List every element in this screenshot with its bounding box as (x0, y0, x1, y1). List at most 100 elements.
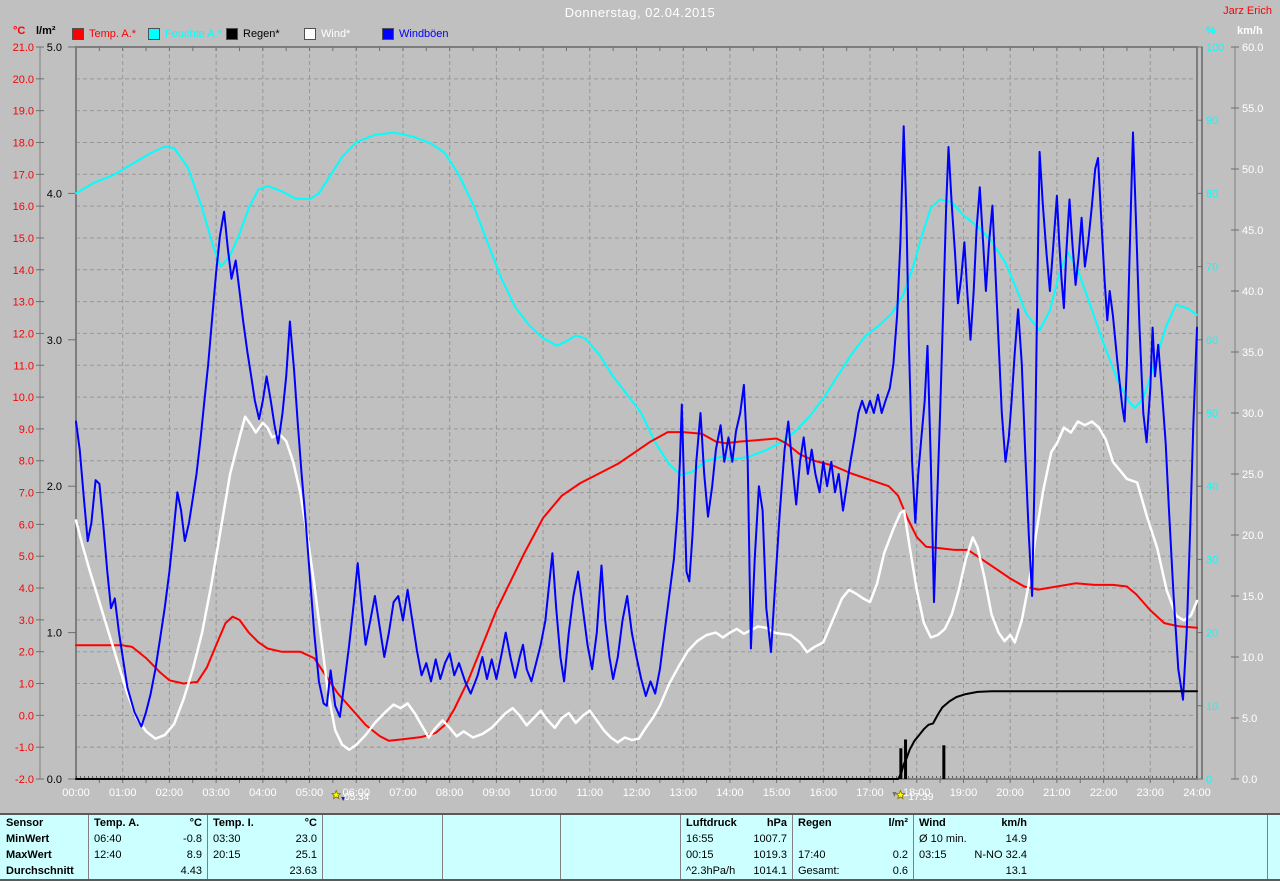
svg-text:04:00: 04:00 (249, 787, 277, 799)
cell: 03:30 (213, 833, 241, 845)
legend-label: Regen* (243, 28, 280, 40)
svg-text:07:00: 07:00 (389, 787, 417, 799)
svg-text:0.0: 0.0 (47, 774, 62, 786)
table-row-label: Sensor (6, 817, 44, 829)
svg-text:05:34: 05:34 (344, 792, 369, 803)
weather-chart: 21.0 20.0 19.0 18.0 17.0 16.0 15.0 14.0 13.0 12.0… (13, 42, 1264, 803)
svg-text:15:00: 15:00 (763, 787, 791, 799)
cell: 25.1 (295, 849, 317, 861)
cell: ^2.3hPa/h (686, 865, 736, 877)
svg-text:3.0: 3.0 (19, 615, 34, 627)
svg-text:05:00: 05:00 (296, 787, 324, 799)
column-header: Temp. A. (94, 817, 140, 829)
wind-series-swatch-icon (304, 28, 316, 40)
column-header: Luftdruck (686, 817, 737, 829)
svg-text:13:00: 13:00 (669, 787, 697, 799)
svg-text:30.0: 30.0 (1242, 408, 1263, 420)
cell: 06:40 (94, 833, 122, 845)
svg-text:70: 70 (1206, 262, 1218, 274)
svg-text:02:00: 02:00 (156, 787, 184, 799)
svg-text:0: 0 (1206, 774, 1212, 786)
legend-label: Wind* (321, 28, 351, 40)
column-unit: l/m² (888, 817, 908, 829)
column-header: Wind (919, 817, 946, 829)
svg-text:-2.0: -2.0 (15, 774, 34, 786)
svg-text:03:00: 03:00 (202, 787, 230, 799)
svg-text:18.0: 18.0 (13, 137, 34, 149)
sunrise-marker: 05:34 (330, 789, 370, 803)
svg-text:20:00: 20:00 (996, 787, 1024, 799)
cell: Gesamt: (798, 865, 840, 877)
svg-text:2.0: 2.0 (47, 481, 62, 493)
column-header: Temp. I. (213, 817, 254, 829)
svg-text:11.0: 11.0 (13, 360, 34, 372)
rain-bars (899, 739, 946, 779)
svg-text:12:00: 12:00 (623, 787, 651, 799)
svg-text:00:00: 00:00 (62, 787, 90, 799)
svg-text:9.0: 9.0 (19, 424, 34, 436)
cell: N-NO 32.4 (974, 849, 1027, 861)
table-column-sensor: Sensor MinWert MaxWert Durchschnitt (0, 815, 88, 879)
svg-text:40.0: 40.0 (1242, 286, 1263, 298)
svg-text:5.0: 5.0 (47, 42, 62, 54)
series-line-wind (74, 415, 1199, 751)
table-spacer-column (560, 815, 680, 879)
svg-text:08:00: 08:00 (436, 787, 464, 799)
svg-text:5.0: 5.0 (19, 551, 34, 563)
cell: Ø 10 min. (919, 833, 967, 845)
table-row-label: MinWert (6, 833, 50, 845)
svg-text:1.0: 1.0 (47, 628, 62, 640)
column-unit: hPa (766, 817, 787, 829)
svg-text:45.0: 45.0 (1242, 225, 1263, 237)
cell: 1007.7 (753, 833, 787, 845)
svg-text:15.0: 15.0 (1242, 591, 1263, 603)
svg-text:20.0: 20.0 (13, 74, 34, 86)
series-line-tempa (75, 431, 1198, 742)
table-spacer-column (1267, 815, 1280, 879)
svg-text:19.0: 19.0 (13, 106, 34, 118)
svg-text:80: 80 (1206, 188, 1218, 200)
column-unit: °C (304, 817, 317, 829)
legend-label: Feuchte A.* (165, 28, 222, 40)
svg-text:55.0: 55.0 (1242, 103, 1263, 115)
svg-text:50.0: 50.0 (1242, 164, 1263, 176)
legend-item-rain[interactable]: Regen* (226, 28, 280, 40)
cell: 17:40 (798, 849, 826, 861)
cell: 13.1 (1005, 865, 1027, 877)
legend-item-humidity[interactable]: Feuchte A.* (148, 28, 222, 40)
svg-text:25.0: 25.0 (1242, 469, 1263, 481)
svg-text:13.0: 13.0 (13, 297, 34, 309)
svg-text:60: 60 (1206, 335, 1218, 347)
column-unit: °C (189, 817, 202, 829)
temp-series-swatch-icon (72, 28, 84, 40)
svg-text:18:00: 18:00 (903, 787, 931, 799)
table-row-label: MaxWert (6, 849, 52, 861)
svg-text:17:00: 17:00 (856, 787, 884, 799)
legend-label: Temp. A.* (89, 28, 137, 40)
cell: 23.63 (289, 865, 317, 877)
svg-text:100: 100 (1206, 42, 1224, 54)
svg-text:23:00: 23:00 (1137, 787, 1165, 799)
svg-text:01:00: 01:00 (109, 787, 137, 799)
plot-frame (39, 46, 1236, 783)
svg-text:90: 90 (1206, 115, 1218, 127)
legend-item-wind[interactable]: Wind* (304, 28, 350, 40)
x-axis-labels: 00:00 01:00 02:00 03:00 04:00 05:00 06:00 07:00… (62, 787, 1211, 799)
y-axis-labels: 21.0 20.0 19.0 18.0 17.0 16.0 15.0 14.0 13.0 12.0… (13, 42, 1264, 786)
author-label: Jarz Erich (1223, 5, 1272, 17)
svg-text:8.0: 8.0 (19, 456, 34, 468)
cell: 0.2 (892, 849, 908, 861)
legend-item-gusts[interactable]: Windböen (382, 28, 449, 40)
legend-label: Windböen (399, 28, 449, 40)
cell: 1019.3 (753, 849, 787, 861)
humidity-axis-unit: % (1206, 25, 1216, 37)
svg-text:19:00: 19:00 (950, 787, 978, 799)
svg-text:21.0: 21.0 (13, 42, 34, 54)
svg-text:16:00: 16:00 (810, 787, 838, 799)
table-row-label: Durchschnitt (6, 865, 74, 877)
legend-item-temp[interactable]: Temp. A.* (72, 28, 136, 40)
svg-text:6.0: 6.0 (19, 519, 34, 531)
svg-text:17:39: 17:39 (908, 792, 933, 803)
temp-axis-unit: °C (13, 25, 26, 37)
